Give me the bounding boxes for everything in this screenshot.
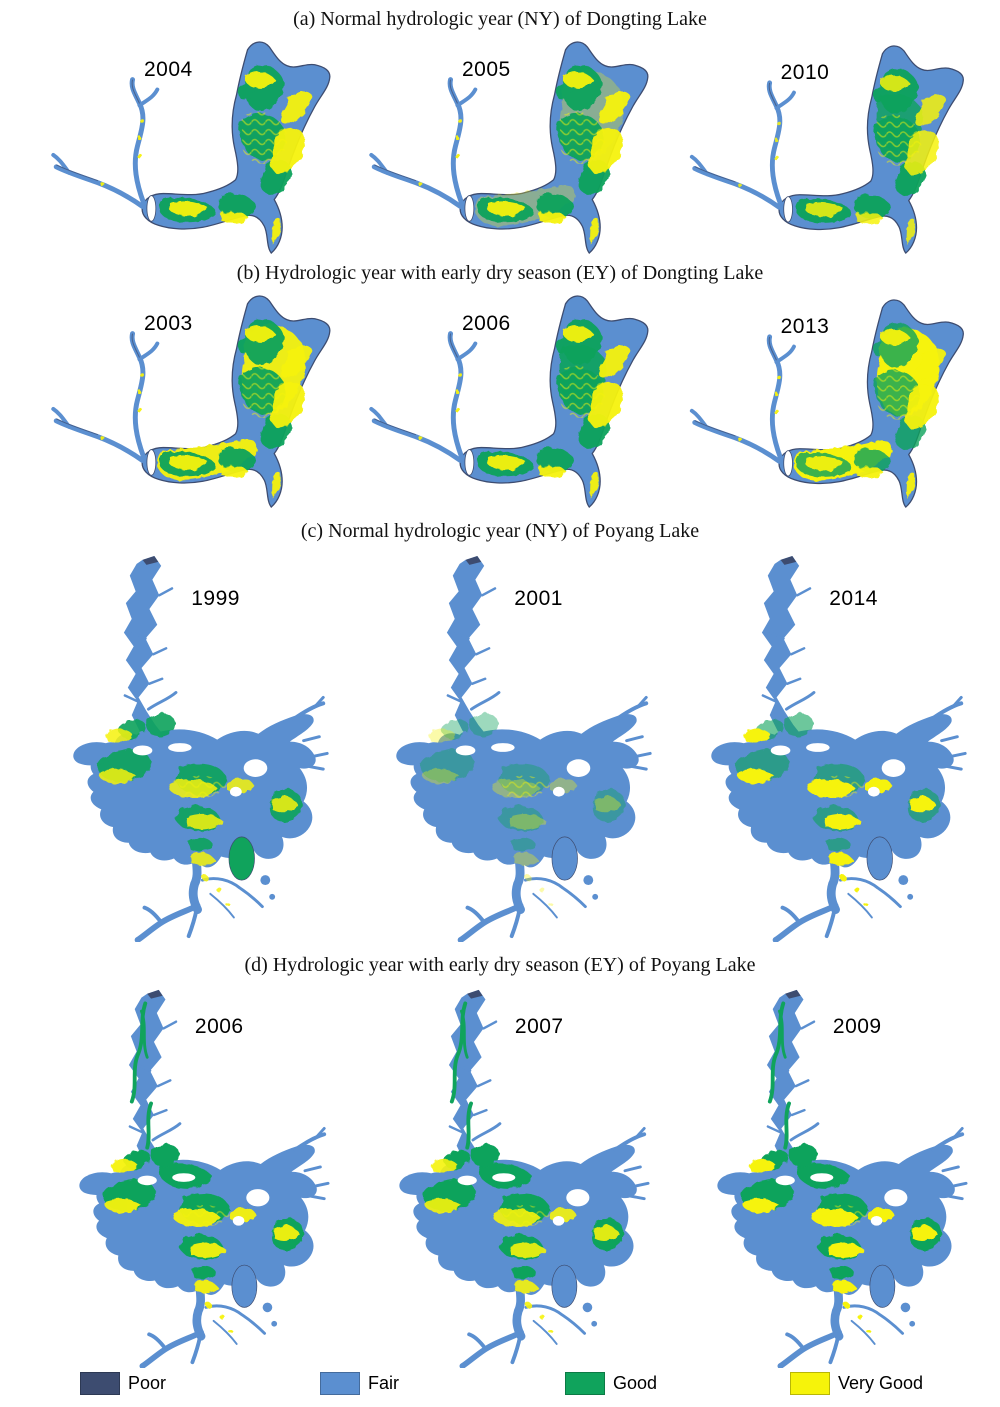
legend-swatch-fair xyxy=(320,1372,360,1395)
year-label: 2007 xyxy=(514,1014,564,1038)
legend-label-poor: Poor xyxy=(128,1373,167,1393)
year-label: 2014 xyxy=(829,587,878,611)
map-poyang-ey-2007: 2007 xyxy=(388,988,658,1368)
legend-item-poor: Poor xyxy=(80,1372,166,1395)
legend-swatch-poor xyxy=(80,1372,120,1395)
poyang-lake-map xyxy=(706,988,976,1368)
panel-a-title: (a) Normal hydrologic year (NY) of Dongt… xyxy=(293,8,707,30)
map-dongting-ny-2005: 2005 xyxy=(360,38,660,256)
legend-label-fair: Fair xyxy=(368,1373,399,1393)
legend-label-very-good: Very Good xyxy=(838,1373,924,1393)
legend-swatch-good xyxy=(565,1372,605,1395)
poyang-lake-map xyxy=(68,988,338,1368)
map-dongting-ey-2013: 2013 xyxy=(680,296,976,510)
panel-d-title: (d) Hydrologic year with early dry seaso… xyxy=(244,954,756,976)
legend-item-fair: Fair xyxy=(320,1372,399,1395)
poyang-lake-map xyxy=(388,988,658,1368)
legend-swatch-very-good xyxy=(790,1372,830,1395)
map-poyang-ny-1999: 1999 xyxy=(62,552,337,944)
year-label: 2009 xyxy=(832,1014,882,1038)
year-label: 2003 xyxy=(144,311,193,335)
legend-item-good: Good xyxy=(565,1372,657,1395)
year-label: 2006 xyxy=(462,311,511,335)
year-label: 2004 xyxy=(144,57,193,81)
panel-c-title: (c) Normal hydrologic year (NY) of Poyan… xyxy=(300,520,700,542)
year-label: 1999 xyxy=(191,587,240,611)
map-dongting-ey-2003: 2003 xyxy=(42,292,342,510)
map-poyang-ny-2001: 2001 xyxy=(385,552,660,944)
year-label: 2006 xyxy=(194,1014,244,1038)
year-label: 2005 xyxy=(462,57,511,81)
year-label: 2010 xyxy=(780,61,830,85)
legend-label-good: Good xyxy=(613,1373,658,1393)
panel-b-title: (b) Hydrologic year with early dry seaso… xyxy=(236,262,764,284)
map-poyang-ey-2009: 2009 xyxy=(706,988,976,1368)
map-dongting-ey-2006: 2006 xyxy=(360,292,660,510)
map-poyang-ny-2014: 2014 xyxy=(700,552,975,944)
map-dongting-ny-2004: 2004 xyxy=(42,38,342,256)
map-dongting-ny-2010: 2010 xyxy=(680,42,976,256)
map-poyang-ey-2006: 2006 xyxy=(68,988,338,1368)
year-label: 2001 xyxy=(514,587,563,611)
year-label: 2013 xyxy=(780,315,830,339)
legend-item-very-good: Very Good xyxy=(790,1372,923,1395)
